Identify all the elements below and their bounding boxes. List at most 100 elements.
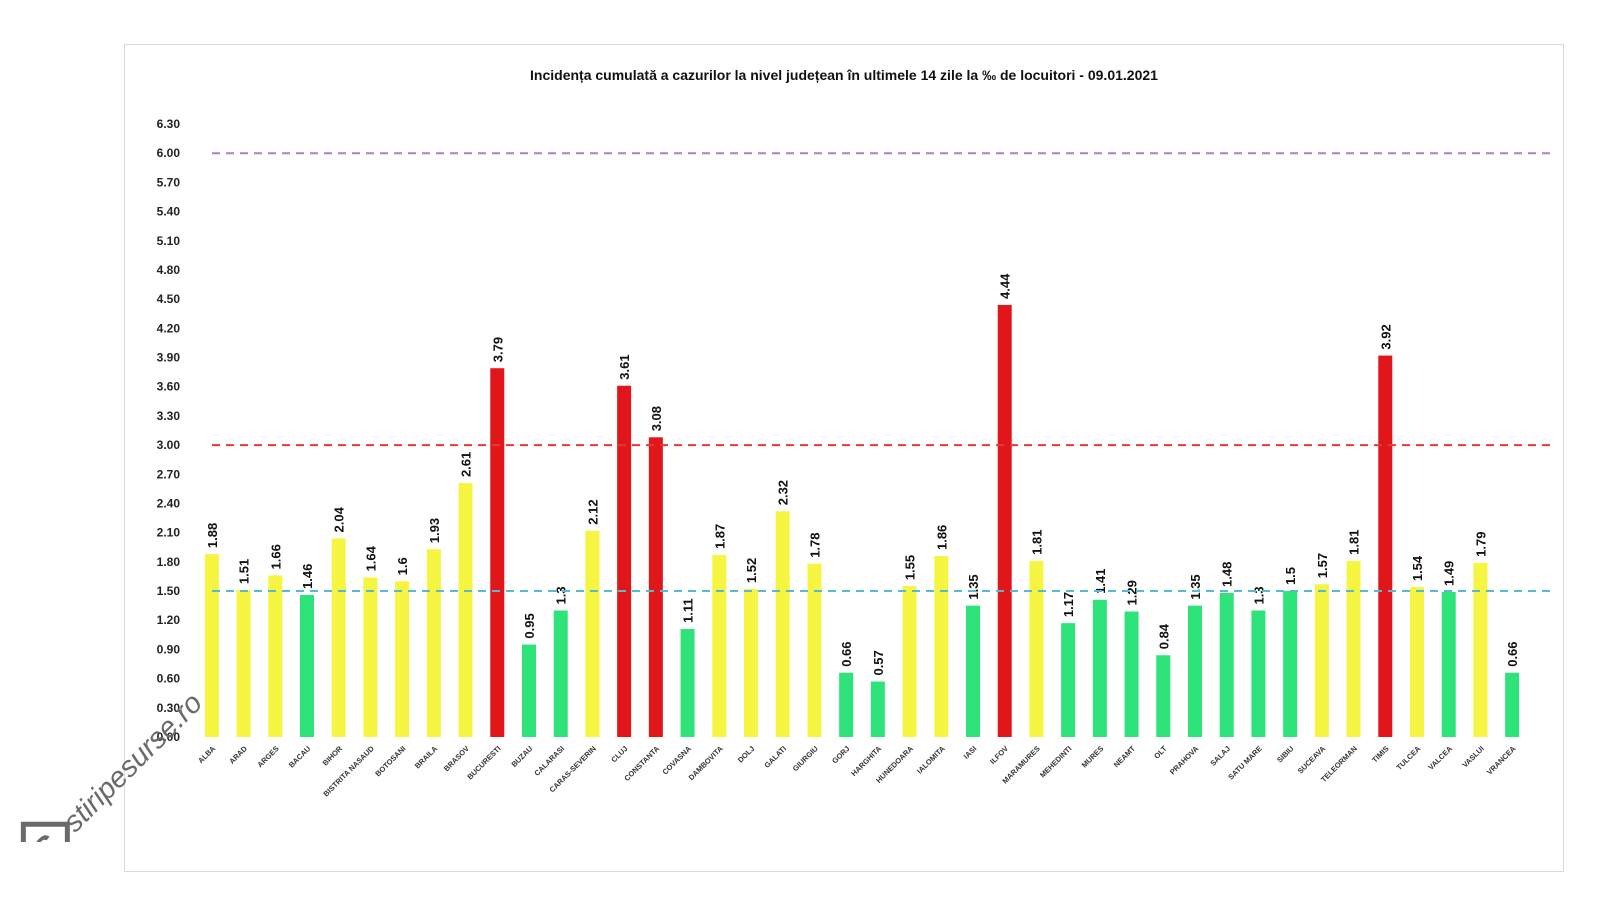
bar [204,554,219,737]
x-category-label: GORJ [830,744,851,765]
x-category-label: DOLJ [736,744,757,765]
bar-value-label: 4.44 [998,273,1013,299]
bar-value-label: 0.84 [1156,623,1171,649]
bar [1314,584,1329,737]
x-category-label: MURES [1080,744,1106,770]
x-category-label: BRAILA [413,744,440,771]
watermark-logo: S stiripesurse.ro [20,687,209,842]
x-category-label: VALCEA [1426,744,1454,772]
bar-value-label: 1.49 [1442,561,1457,586]
y-tick-label: 3.60 [157,380,181,394]
bar-value-label: 1.86 [934,525,949,550]
bar-value-label: 1.87 [712,524,727,549]
bar-value-label: 1.35 [966,574,981,599]
bar [1473,562,1488,737]
y-tick-label: 3.90 [157,351,181,365]
y-tick-label: 5.70 [157,175,181,189]
bar [839,672,854,737]
x-category-label: NEAMT [1112,744,1138,770]
bar-value-label: 1.6 [395,557,410,575]
bar [902,586,917,737]
bar [966,605,980,737]
bar [934,556,949,737]
bar-value-label: 1.54 [1410,555,1425,581]
bar [1346,560,1361,737]
y-tick-label: 6.30 [157,117,181,131]
bar [1283,591,1298,737]
x-category-label: SIBIU [1275,744,1296,765]
bar-value-label: 1.41 [1093,568,1108,593]
x-category-label: MEHEDINTI [1038,744,1074,780]
y-tick-label: 4.20 [157,321,181,335]
y-tick-label: 1.50 [157,584,181,598]
bar-value-label: 2.61 [459,452,474,477]
bar-value-label: 1.57 [1315,553,1330,578]
y-tick-label: 0.30 [157,701,181,715]
bar-value-label: 1.48 [1220,562,1235,587]
bar-value-label: 1.5 [1283,567,1298,585]
bar-value-label: 1.51 [237,559,252,584]
bar [680,628,695,737]
bar [395,581,410,737]
y-tick-label: 4.80 [157,263,181,277]
x-category-label: BACAU [287,744,313,770]
x-category-label: VASLUI [1460,744,1485,769]
bar-value-label: 1.88 [205,523,220,548]
y-tick-label: 4.50 [157,292,181,306]
bar-value-label: 1.11 [681,598,696,623]
bar [585,530,600,737]
bar [553,610,568,737]
y-tick-label: 6.00 [157,146,181,160]
y-tick-label: 0.00 [157,730,181,744]
bar-value-label: 3.92 [1378,324,1393,349]
bar [522,644,536,737]
bar [1156,655,1171,737]
bar-value-label: 1.52 [744,558,759,583]
y-tick-label: 2.10 [157,526,181,540]
bar [1219,592,1234,737]
x-category-label: IALOMITA [915,744,947,776]
bar-value-label: 1.78 [807,532,822,557]
watermark-letter: S [26,827,69,842]
x-category-label: BRASOV [442,744,471,773]
x-category-label: PRAHOVA [1168,744,1201,777]
x-category-label: ILFOV [988,744,1010,766]
y-tick-label: 1.20 [157,613,181,627]
x-category-label: TULCEA [1395,744,1423,772]
bar-value-label: 0.95 [522,613,537,638]
bar [712,555,727,737]
y-tick-label: 0.60 [157,672,181,686]
bar [1188,605,1202,737]
y-tick-label: 3.30 [157,409,181,423]
bar-value-label: 0.66 [1505,641,1520,666]
bar-value-label: 1.55 [903,555,918,580]
bar-value-label: 3.61 [617,354,632,379]
bar [807,563,822,737]
bar [775,511,790,737]
bar [1092,599,1107,737]
x-category-label: CLUJ [609,744,629,764]
bar [268,575,283,737]
x-category-label: GIURGIU [791,744,820,773]
bar [1505,672,1520,737]
bar [1061,623,1076,737]
bar [648,437,663,737]
bar [617,385,632,737]
bar [236,590,251,737]
x-category-label: DAMBOVITA [687,744,725,782]
bar-value-label: 3.08 [649,406,664,431]
bar-value-label: 1.29 [1125,580,1140,605]
y-tick-label: 5.40 [157,205,181,219]
bar [300,594,314,737]
bar-value-label: 1.17 [1061,592,1076,617]
x-category-label: SUCEAVA [1296,744,1328,776]
bar [1378,355,1393,737]
x-category-label: ARGES [255,744,280,769]
x-category-label: GALATI [762,744,788,770]
x-category-label: BOTOSANI [373,744,407,778]
x-category-label: TIMIS [1370,744,1391,765]
x-category-label: SALAJ [1208,744,1232,768]
x-category-label: IASI [962,744,979,761]
bar [1029,560,1044,737]
